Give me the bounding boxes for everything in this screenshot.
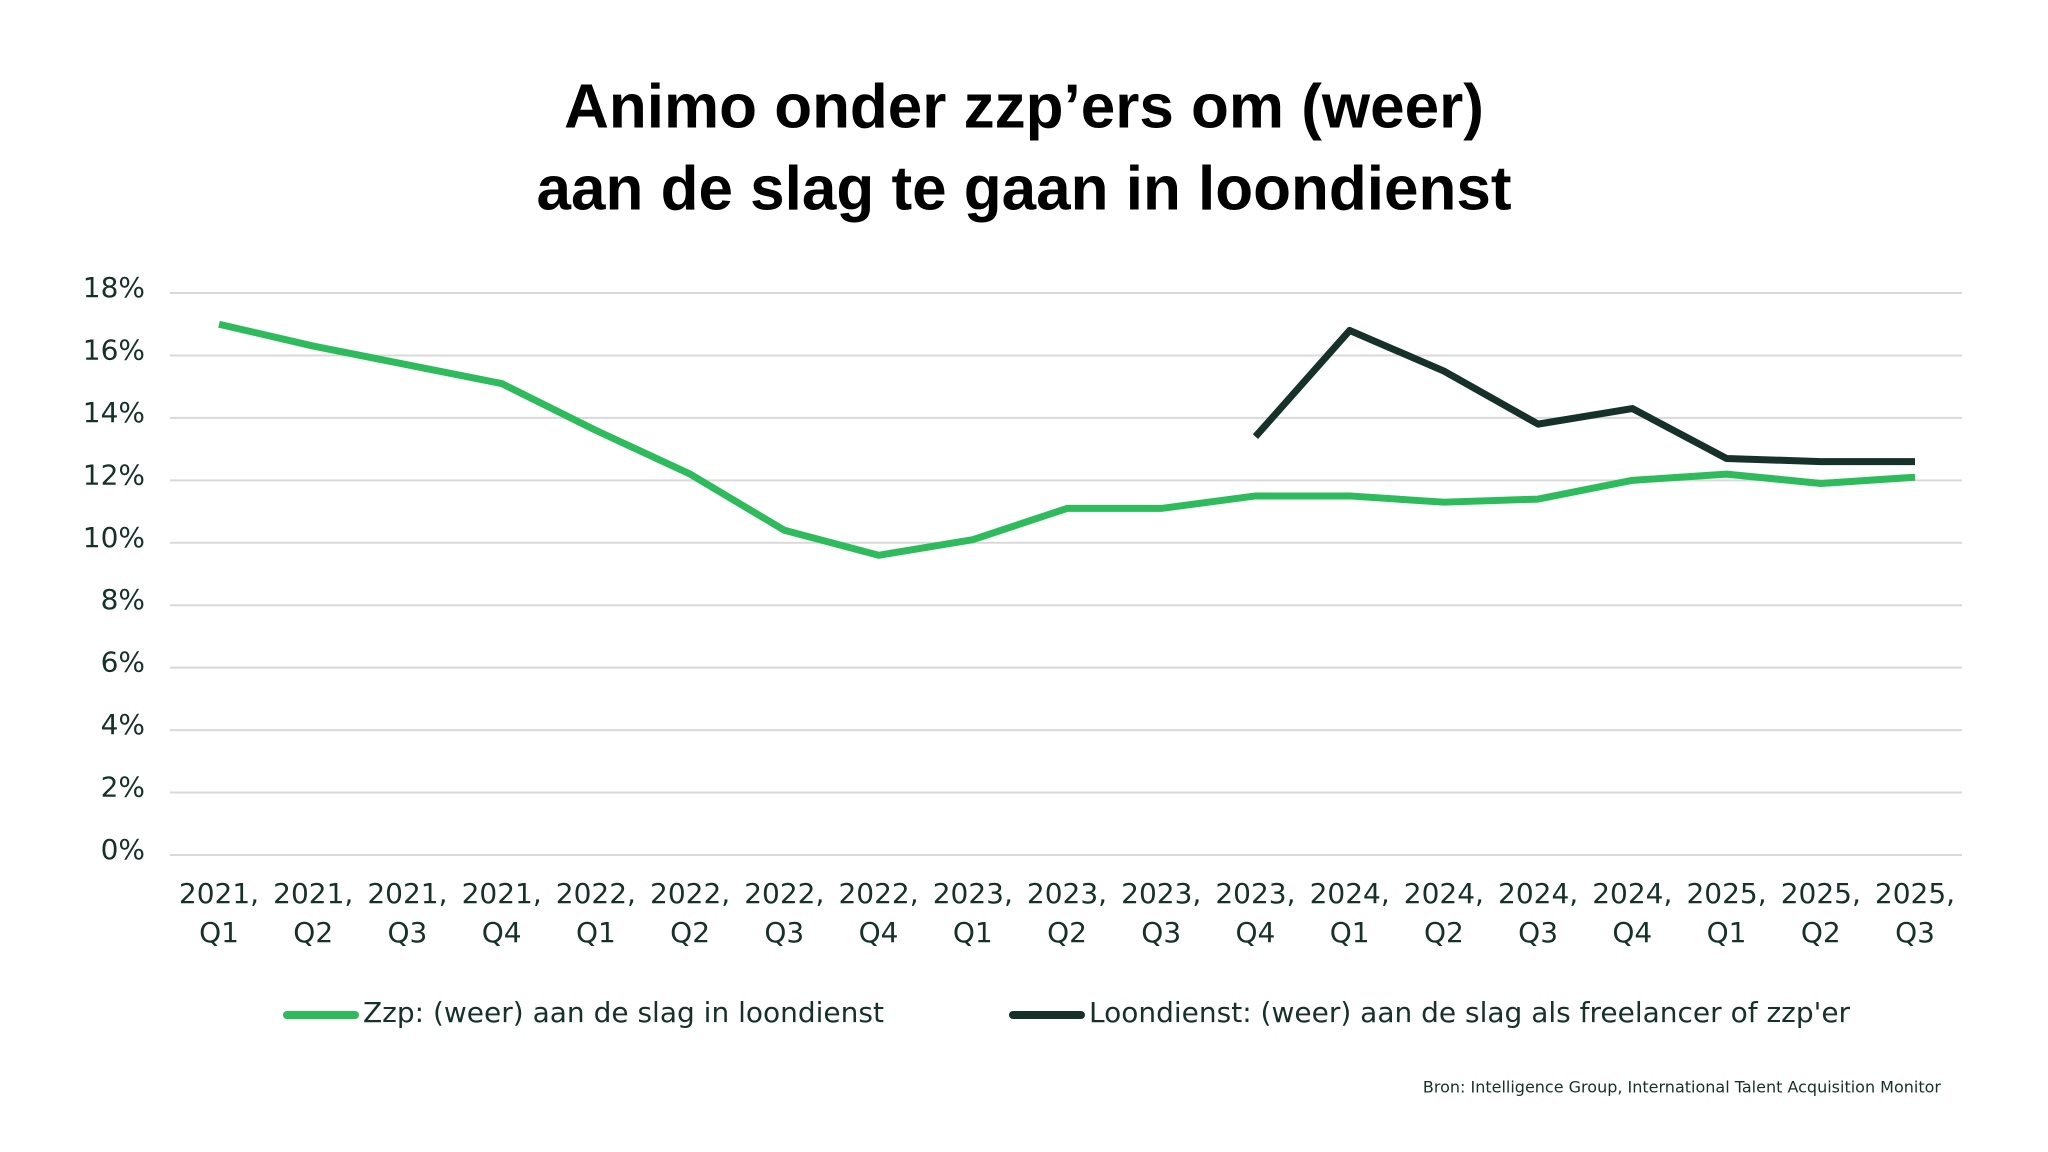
x-tick-label: Q4 (482, 916, 522, 949)
y-tick-label: 18% (83, 271, 145, 304)
source: Bron: Intelligence Group, International … (1423, 1078, 1942, 1097)
x-tick-label: Q3 (1518, 916, 1558, 949)
x-tick-label: 2024, (1404, 877, 1484, 910)
y-tick-label: 12% (83, 458, 145, 491)
chart-title: Animo onder zzp’ers om (weer) (564, 72, 1484, 141)
x-tick-label: Q2 (1047, 916, 1087, 949)
x-tick-label: Q4 (1612, 916, 1652, 949)
x-tick-label: 2022, (650, 877, 730, 910)
x-tick-label: 2025, (1875, 877, 1955, 910)
x-tick-label: Q3 (1141, 916, 1181, 949)
x-tick-label: 2023, (1027, 877, 1107, 910)
x-tick-label: Q1 (576, 916, 616, 949)
x-tick-label: Q3 (1895, 916, 1935, 949)
x-tick-label: 2021, (273, 877, 353, 910)
x-tick-label: 2022, (556, 877, 636, 910)
x-tick-label: 2023, (1215, 877, 1295, 910)
x-tick-label: Q1 (1330, 916, 1370, 949)
y-tick-label: 16% (83, 333, 145, 366)
data-line (218, 320, 1916, 559)
x-tick-label: Q2 (670, 916, 710, 949)
x-tick-label: 2021, (179, 877, 259, 910)
x-tick-label: Q1 (953, 916, 993, 949)
x-tick-label: 2021, (367, 877, 447, 910)
x-tick-label: Q1 (199, 916, 239, 949)
x-tick-label: Q3 (764, 916, 804, 949)
y-tick-label: 2% (101, 771, 145, 804)
x-tick-label: Q2 (1801, 916, 1841, 949)
x-tick-label: 2024, (1310, 877, 1390, 910)
x-tick-label: Q1 (1707, 916, 1747, 949)
x-tick-label: Q4 (1236, 916, 1276, 949)
y-tick-label: 10% (83, 521, 145, 554)
data-line (1252, 326, 1915, 466)
y-tick-label: 6% (101, 646, 145, 679)
legend-label: Zzp: (weer) aan de slag in loondienst (363, 996, 884, 1029)
y-tick-label: 0% (101, 833, 145, 866)
x-tick-label: 2023, (1121, 877, 1201, 910)
x-tick-label: Q4 (859, 916, 899, 949)
x-tick-label: 2024, (1498, 877, 1578, 910)
chart-title: aan de slag te gaan in loondienst (537, 154, 1512, 223)
legend-label: Loondienst: (weer) aan de slag als freel… (1089, 996, 1851, 1029)
x-tick-label: Q2 (293, 916, 333, 949)
x-tick-label: Q2 (1424, 916, 1464, 949)
x-tick-label: 2022, (838, 877, 918, 910)
y-tick-label: 4% (101, 708, 145, 741)
y-tick-label: 8% (101, 583, 145, 616)
x-tick-label: 2025, (1781, 877, 1861, 910)
x-tick-label: 2024, (1592, 877, 1672, 910)
x-tick-label: 2022, (744, 877, 824, 910)
x-tick-label: Q3 (388, 916, 428, 949)
x-tick-label: 2023, (933, 877, 1013, 910)
x-tick-label: 2025, (1686, 877, 1766, 910)
x-tick-label: 2021, (462, 877, 542, 910)
y-tick-label: 14% (83, 396, 145, 429)
